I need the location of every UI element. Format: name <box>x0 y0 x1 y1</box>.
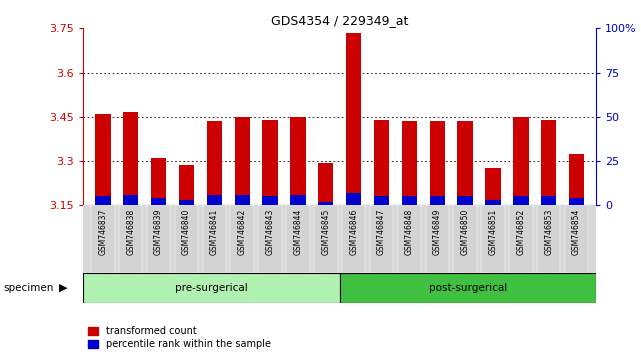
Text: pre-surgerical: pre-surgerical <box>175 282 248 293</box>
Bar <box>287 205 310 273</box>
Text: GSM746853: GSM746853 <box>544 209 553 255</box>
Bar <box>342 205 365 273</box>
Bar <box>290 195 306 205</box>
Bar <box>151 158 166 205</box>
Text: GSM746847: GSM746847 <box>377 209 386 255</box>
Text: GSM746844: GSM746844 <box>294 209 303 255</box>
Bar <box>119 205 142 273</box>
Bar <box>340 273 596 303</box>
Text: GSM746849: GSM746849 <box>433 209 442 255</box>
Text: GSM746843: GSM746843 <box>265 209 274 255</box>
Bar <box>453 205 477 273</box>
Bar <box>318 162 333 205</box>
Bar <box>537 205 560 273</box>
Text: GSM746838: GSM746838 <box>126 209 135 255</box>
Text: GSM746846: GSM746846 <box>349 209 358 255</box>
Bar <box>485 169 501 205</box>
Bar <box>426 205 449 273</box>
Text: GSM746839: GSM746839 <box>154 209 163 255</box>
Bar <box>429 196 445 205</box>
Bar <box>458 196 473 205</box>
Bar <box>151 198 166 205</box>
Bar <box>569 198 585 205</box>
Text: GSM746841: GSM746841 <box>210 209 219 255</box>
Bar <box>346 33 362 205</box>
Text: GSM746837: GSM746837 <box>98 209 107 255</box>
Bar <box>374 196 389 205</box>
Text: specimen: specimen <box>3 282 54 293</box>
Bar <box>513 196 529 205</box>
Bar <box>458 121 473 205</box>
Text: GSM746845: GSM746845 <box>321 209 330 255</box>
Bar <box>481 205 504 273</box>
Bar <box>374 120 389 205</box>
Text: GSM746852: GSM746852 <box>517 209 526 255</box>
Legend: transformed count, percentile rank within the sample: transformed count, percentile rank withi… <box>88 326 271 349</box>
Bar <box>258 205 282 273</box>
Bar <box>429 121 445 205</box>
Bar <box>318 202 333 205</box>
Title: GDS4354 / 229349_at: GDS4354 / 229349_at <box>271 14 408 27</box>
Bar <box>123 195 138 205</box>
Bar <box>262 120 278 205</box>
Bar <box>402 121 417 205</box>
Bar <box>203 205 226 273</box>
Bar <box>397 205 421 273</box>
Text: GSM746851: GSM746851 <box>488 209 497 255</box>
Bar <box>175 205 198 273</box>
Bar <box>569 154 585 205</box>
Text: GSM746854: GSM746854 <box>572 209 581 255</box>
Bar <box>206 195 222 205</box>
Bar <box>235 117 250 205</box>
Bar <box>370 205 393 273</box>
Bar <box>147 205 171 273</box>
Bar <box>402 196 417 205</box>
Bar <box>541 196 556 205</box>
Bar <box>485 200 501 205</box>
Bar <box>346 193 362 205</box>
Bar <box>513 117 529 205</box>
Bar <box>509 205 533 273</box>
Bar <box>91 205 115 273</box>
Text: ▶: ▶ <box>59 282 67 293</box>
Bar <box>83 273 340 303</box>
Bar <box>95 114 110 205</box>
Bar <box>541 120 556 205</box>
Text: GSM746850: GSM746850 <box>461 209 470 255</box>
Bar <box>290 117 306 205</box>
Bar <box>206 121 222 205</box>
Bar <box>95 196 110 205</box>
Text: post-surgerical: post-surgerical <box>429 282 507 293</box>
Bar <box>123 112 138 205</box>
Bar <box>179 200 194 205</box>
Bar <box>235 195 250 205</box>
Text: GSM746840: GSM746840 <box>182 209 191 255</box>
Bar <box>179 165 194 205</box>
Bar <box>314 205 338 273</box>
Bar <box>565 205 588 273</box>
Text: GSM746842: GSM746842 <box>238 209 247 255</box>
Bar <box>231 205 254 273</box>
Text: GSM746848: GSM746848 <box>405 209 414 255</box>
Bar <box>262 196 278 205</box>
